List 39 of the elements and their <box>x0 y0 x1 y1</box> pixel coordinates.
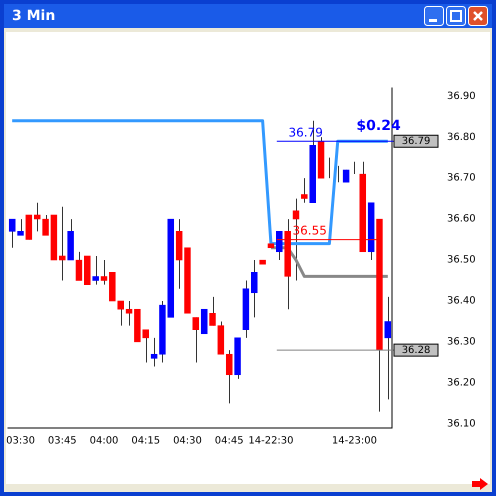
candlestick <box>8 218 16 248</box>
candlestick <box>34 202 41 232</box>
x-tick-label: 04:15 <box>131 436 160 447</box>
y-tick-label: 36.90 <box>447 90 476 102</box>
candlestick <box>301 178 308 204</box>
x-tick-label: 14-22:30 <box>248 436 294 447</box>
candlestick <box>142 329 150 363</box>
y-tick-label: 36.10 <box>447 418 476 430</box>
y-tick-label: 36.30 <box>447 336 476 348</box>
x-tick-label: 04:45 <box>214 436 244 447</box>
ref-line-label: 36.28 <box>402 344 430 356</box>
candlestick <box>17 218 24 236</box>
x-tick-label: 04:30 <box>173 436 202 447</box>
x-tick-label: 03:45 <box>48 436 77 447</box>
candlestick <box>209 296 216 326</box>
x-tick-label: 04:00 <box>90 436 118 447</box>
candlestick <box>58 206 66 282</box>
candlestick <box>76 251 82 282</box>
x-tick-label: 03:30 <box>6 436 35 447</box>
candlestick <box>42 214 49 236</box>
candlestick <box>100 260 108 286</box>
candlestick <box>342 169 350 183</box>
candlestick <box>126 300 132 326</box>
x-tick-label: 14-23:00 <box>332 436 378 447</box>
candlestick <box>117 300 124 326</box>
candlestick <box>92 255 99 286</box>
y-tick-label: 36.70 <box>447 172 476 184</box>
y-tick-label: 36.60 <box>447 214 476 225</box>
y-tick-label: 36.50 <box>447 254 476 266</box>
candlestick <box>384 296 392 400</box>
y-tick-label: 36.20 <box>447 378 476 389</box>
y-tick-label: 36.80 <box>447 132 476 143</box>
ref-line-label: 36.79 <box>402 136 430 147</box>
candlestick <box>250 260 258 318</box>
candlestick <box>276 230 283 261</box>
chart-title: 3 Min <box>11 8 56 24</box>
y-tick-label: 36.40 <box>447 296 476 307</box>
candlestick <box>226 350 233 404</box>
candlestick <box>192 316 200 363</box>
